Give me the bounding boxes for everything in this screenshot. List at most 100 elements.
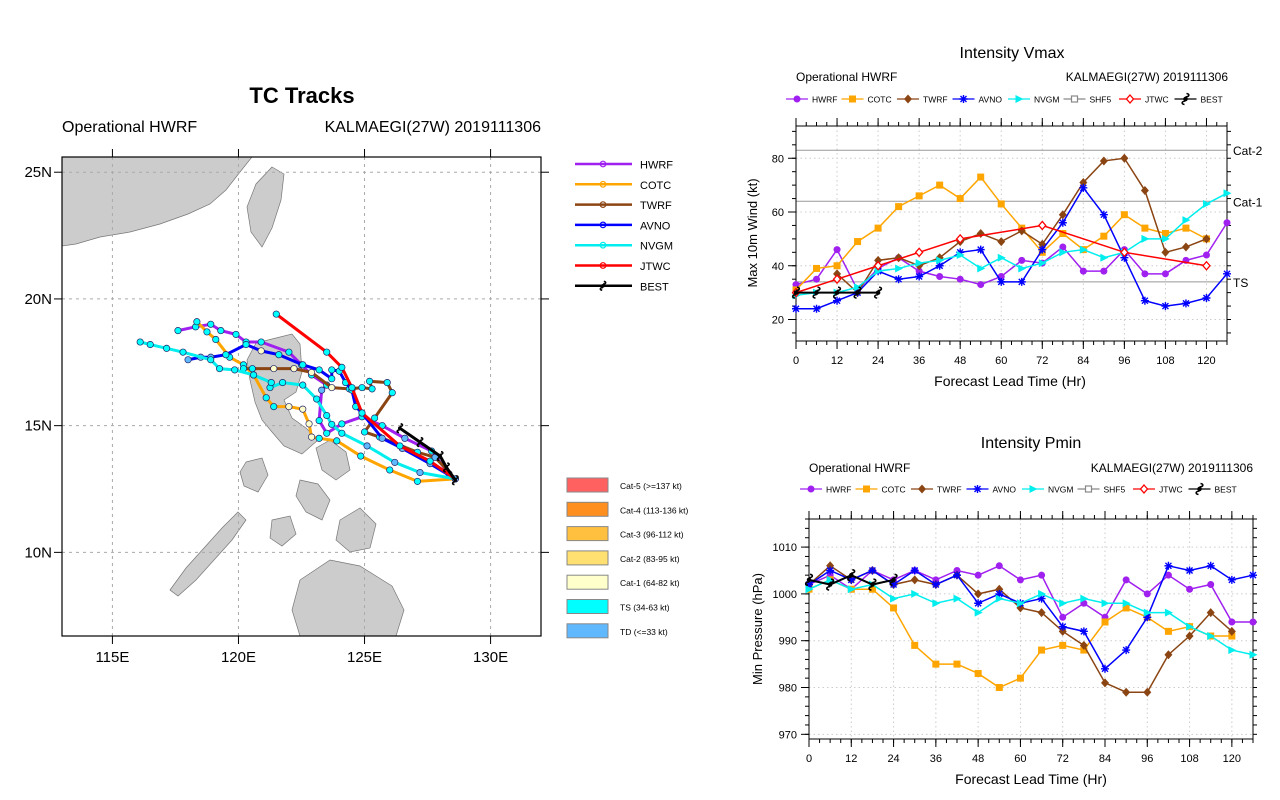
track-point [232, 330, 240, 338]
data-point [932, 599, 941, 608]
data-point [1037, 220, 1047, 231]
track-point [257, 347, 265, 355]
data-point [890, 594, 899, 603]
data-point [995, 562, 1003, 570]
data-point [847, 575, 856, 584]
track-point [363, 442, 371, 450]
data-point [1207, 632, 1216, 641]
data-point [868, 585, 876, 593]
legend-marker [1195, 482, 1204, 496]
data-point [1099, 156, 1108, 166]
track-point [308, 368, 316, 376]
y-tick-label: 60 [772, 207, 784, 219]
data-point [1181, 299, 1190, 308]
land-mass [246, 166, 285, 248]
data-point [854, 283, 863, 292]
data-point [977, 264, 986, 273]
data-point [974, 669, 982, 677]
legend-item-jtwc: JTWC [1119, 94, 1169, 105]
data-point [956, 251, 965, 259]
best-track-point [451, 474, 459, 486]
data-point [1202, 294, 1211, 302]
data-point [915, 259, 924, 268]
data-point [1206, 561, 1215, 570]
land-mass [169, 511, 247, 597]
series-avno [805, 561, 1257, 673]
legend-label: HWRF [812, 95, 838, 105]
data-point [1101, 618, 1109, 626]
data-point [915, 272, 924, 281]
hurricane-arms [847, 568, 856, 582]
data-point [1228, 632, 1236, 640]
legend-marker [1084, 485, 1093, 493]
legend-label: TWRF [640, 200, 672, 212]
track-point [146, 340, 154, 349]
data-point [1016, 674, 1024, 682]
hurricane-eye [444, 465, 449, 470]
track-point [386, 466, 394, 474]
legend-label: NVGM [1034, 95, 1060, 105]
legend-marker [918, 484, 926, 494]
legend-marker [904, 94, 912, 104]
best-track-point [416, 436, 424, 448]
data-point [1161, 247, 1170, 257]
data-point [833, 296, 842, 305]
series-nvgm [805, 575, 1258, 659]
data-point [1059, 641, 1067, 649]
track-point [207, 320, 215, 328]
data-point [1059, 243, 1067, 251]
data-point [826, 566, 835, 575]
hurricane-arms [791, 286, 801, 299]
x-tick-label: 108 [1156, 355, 1174, 367]
intensity-label: Cat-4 (113-136 kt) [620, 505, 689, 515]
y-tick-label: 25N [24, 164, 52, 181]
legend-item-twrf: TWRF [911, 484, 962, 495]
data-point [1100, 267, 1108, 275]
track-point [262, 394, 270, 402]
legend-item-shf5: SHF5 [1077, 485, 1126, 495]
data-point [1059, 613, 1067, 621]
x-tick-label: 120 [1223, 753, 1241, 765]
legend-item-best: BEST [575, 280, 669, 293]
hurricane-arms [1195, 482, 1204, 496]
vmax-ylabel: Max 10m Wind (kt) [745, 178, 760, 287]
track-point [285, 348, 293, 356]
track-point [388, 389, 396, 397]
pmin-subtitle-right: KALMAEGI(27W) 2019111306 [1091, 461, 1254, 475]
track-point [179, 348, 187, 356]
hurricane-eye [849, 572, 854, 578]
legend-marker [599, 241, 607, 249]
legend-marker [599, 262, 607, 269]
intensity-swatch [566, 501, 609, 517]
track-point [299, 405, 307, 413]
data-point [833, 269, 842, 279]
track-point [323, 348, 331, 356]
data-point [1122, 599, 1131, 608]
track-point [328, 384, 336, 392]
data-point [1122, 576, 1130, 584]
data-point [792, 304, 800, 313]
data-point [1058, 622, 1067, 631]
data-point [1161, 234, 1170, 243]
land-mass [335, 507, 377, 553]
track-point [315, 417, 323, 425]
legend-marker [1125, 94, 1135, 104]
data-point [873, 260, 883, 271]
data-point [915, 267, 923, 275]
legend-label: HWRF [826, 485, 852, 495]
hurricane-eye [806, 577, 812, 583]
hurricane-eye [891, 577, 896, 583]
track-point [378, 434, 386, 442]
data-point [1164, 650, 1173, 660]
data-point [1038, 571, 1046, 579]
x-tick-label: 120 [1197, 355, 1215, 367]
data-point [953, 571, 961, 580]
data-point [894, 275, 903, 284]
data-point [953, 660, 961, 668]
x-tick-label: 72 [1036, 355, 1048, 367]
data-point [1143, 687, 1152, 697]
data-point [1079, 177, 1088, 187]
y-tick-label: 970 [779, 729, 797, 741]
track-point [318, 386, 326, 394]
data-point [1101, 678, 1109, 688]
